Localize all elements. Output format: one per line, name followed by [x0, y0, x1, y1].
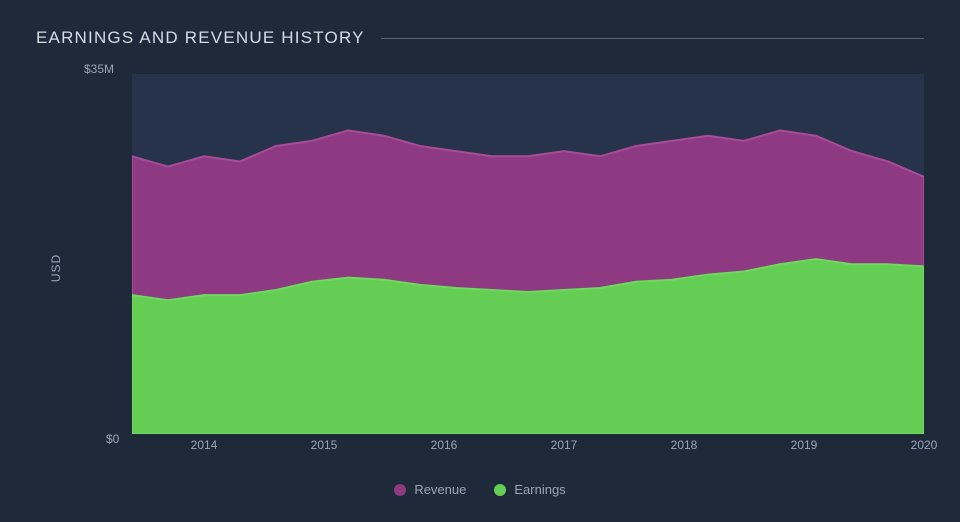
legend-swatch — [394, 484, 406, 496]
chart-title: EARNINGS AND REVENUE HISTORY — [36, 28, 365, 48]
y-axis-label: USD — [49, 254, 63, 282]
legend-swatch — [494, 484, 506, 496]
x-tick-label: 2018 — [671, 438, 698, 452]
x-tick-label: 2020 — [911, 438, 938, 452]
x-tick-label: 2016 — [431, 438, 458, 452]
y-tick-top: $35M — [84, 62, 114, 76]
title-rule — [381, 38, 924, 39]
legend-label: Revenue — [414, 482, 466, 497]
plot-svg — [132, 74, 924, 434]
x-tick-label: 2019 — [791, 438, 818, 452]
plot-region — [132, 74, 924, 434]
x-tick-label: 2014 — [191, 438, 218, 452]
chart-container: EARNINGS AND REVENUE HISTORY $35M USD $0… — [0, 0, 960, 522]
x-tick-label: 2015 — [311, 438, 338, 452]
legend: Revenue Earnings — [36, 482, 924, 497]
title-row: EARNINGS AND REVENUE HISTORY — [36, 28, 924, 48]
legend-item-earnings: Earnings — [494, 482, 565, 497]
x-axis-labels: 2014201520162017201820192020 — [132, 438, 924, 454]
y-tick-bottom: $0 — [106, 432, 119, 446]
legend-label: Earnings — [514, 482, 565, 497]
legend-item-revenue: Revenue — [394, 482, 466, 497]
x-tick-label: 2017 — [551, 438, 578, 452]
chart-area: $35M USD $0 2014201520162017201820192020 — [36, 68, 924, 468]
